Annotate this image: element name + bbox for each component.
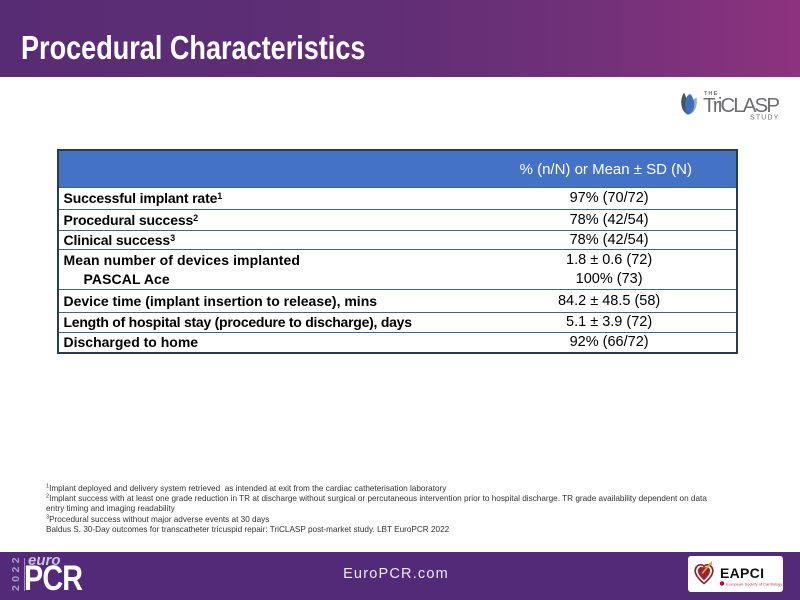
svg-text:THE: THE <box>704 91 718 97</box>
svg-text:European Society of Cardiology: European Society of Cardiology <box>726 582 782 587</box>
svg-text:STUDY: STUDY <box>750 115 779 122</box>
svg-text:EAPCI: EAPCI <box>720 565 764 581</box>
svg-text:TriCLASP: TriCLASP <box>703 94 780 117</box>
